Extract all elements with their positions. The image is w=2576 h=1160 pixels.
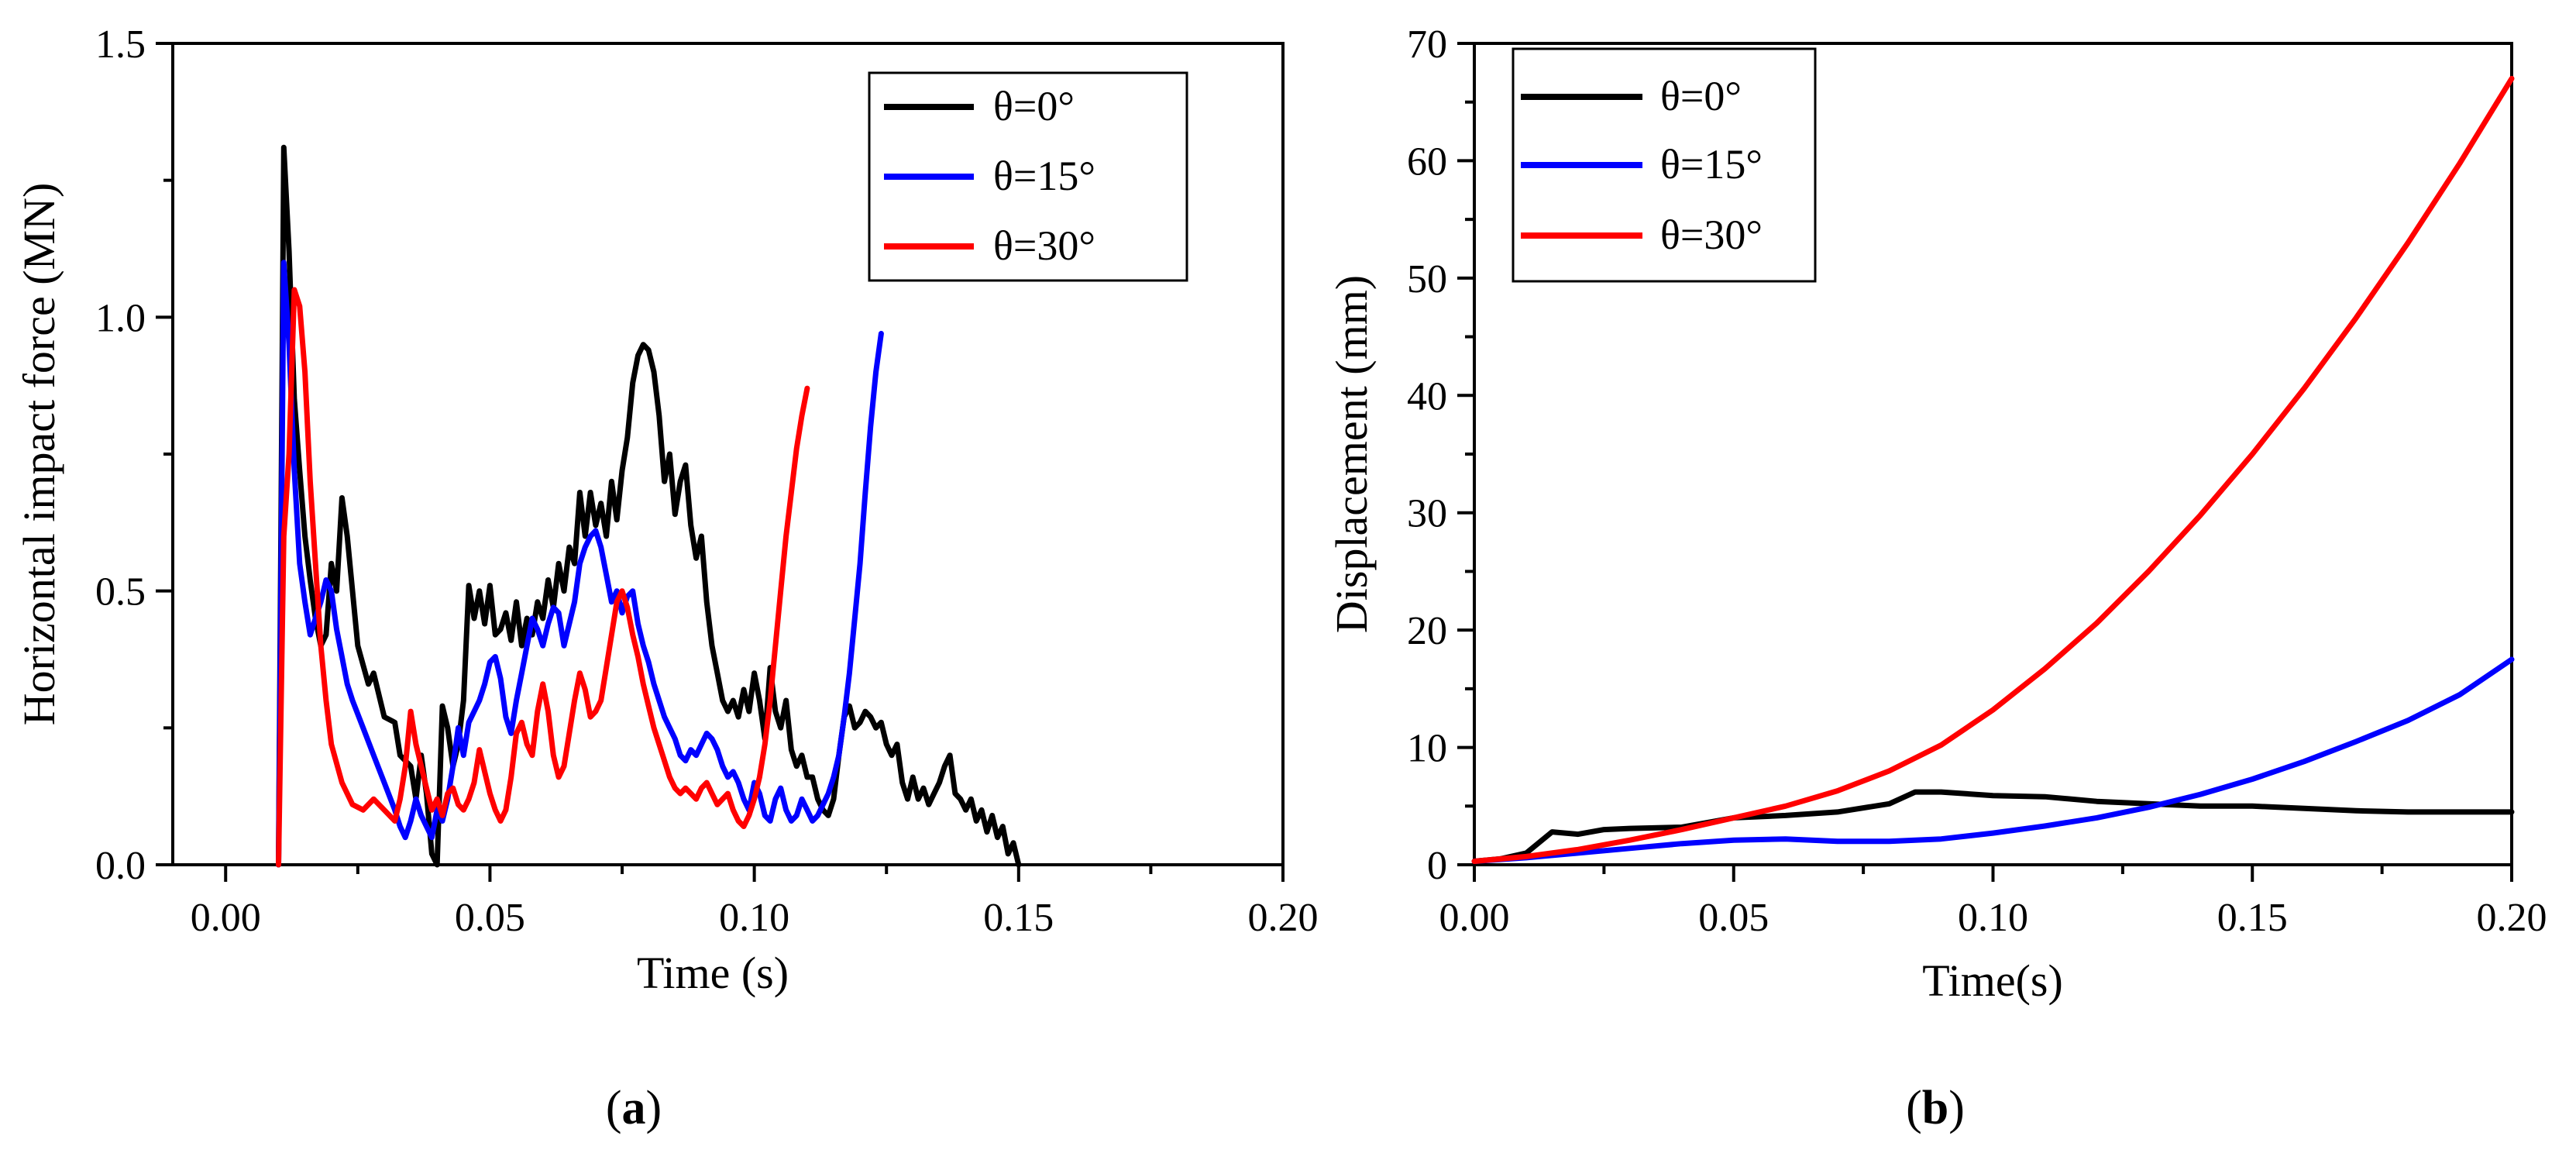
legend-a: θ=0° θ=15° θ=30°: [868, 71, 1188, 282]
y-ticks-b: 0 10 20 30 40 50 60 70: [1407, 22, 1474, 888]
y-tick-label-b-0: 0: [1427, 844, 1447, 888]
y-tick-label-a-1: 0.5: [95, 570, 146, 614]
y-axis-title-b: Displacement (mm): [1326, 275, 1377, 633]
y-tick-label-a-0: 0.0: [95, 844, 146, 888]
series-line-b-0: [1471, 789, 2515, 864]
series-line-b-2: [1471, 75, 2515, 864]
y-tick-label-b-3: 30: [1407, 492, 1447, 536]
x-tick-label-b-1: 0.05: [1698, 896, 1769, 940]
series-group-a: [276, 144, 1022, 868]
series-line-a-2: [276, 287, 810, 868]
y-tick-label-b-6: 60: [1407, 139, 1447, 184]
x-tick-label-a-4: 0.20: [1248, 896, 1319, 940]
y-tick-label-b-2: 20: [1407, 609, 1447, 653]
y-tick-label-a-2: 1.0: [95, 296, 146, 340]
series-line-a-1: [276, 260, 884, 868]
y-ticks-a: 0.0 0.5 1.0 1.5: [95, 22, 173, 888]
x-tick-label-a-1: 0.05: [455, 896, 525, 940]
y-tick-label-b-1: 10: [1407, 727, 1447, 771]
x-ticks-b: 0.00 0.05 0.10 0.15 0.20: [1439, 865, 2547, 940]
legend-b: θ=0° θ=15° θ=30°: [1512, 47, 1817, 283]
y-axis-title-a: Horizontal impact force (MN): [14, 183, 64, 726]
series-group-b: [1471, 75, 2515, 864]
legend-label-b-2: θ=30°: [1660, 212, 1763, 258]
series-line-b-1: [1471, 656, 2515, 864]
y-tick-label-b-5: 50: [1407, 257, 1447, 301]
panel-caption-b: (b): [1906, 1082, 1965, 1134]
y-tick-label-a-3: 1.5: [95, 22, 146, 67]
x-tick-label-b-0: 0.00: [1439, 896, 1510, 940]
panel-a: 0.00 0.05 0.10 0.15 0.20 0.0 0.5 1.0 1.5 Time (…: [14, 22, 1319, 1134]
x-axis-title-b: Time(s): [1922, 955, 2063, 1006]
x-axis-title-a: Time (s): [637, 948, 789, 998]
panel-b: 0.00 0.05 0.10 0.15 0.20 0 10 20 30 40 50 60 70 Tim…: [1326, 22, 2547, 1134]
x-tick-label-b-2: 0.10: [1958, 896, 2028, 940]
legend-label-a-0: θ=0°: [993, 83, 1075, 129]
legend-label-b-1: θ=15°: [1660, 141, 1763, 188]
x-tick-label-b-3: 0.15: [2217, 896, 2288, 940]
panel-caption-a: (a): [606, 1082, 662, 1134]
y-tick-label-b-4: 40: [1407, 374, 1447, 418]
x-tick-label-b-4: 0.20: [2477, 896, 2547, 940]
legend-label-a-1: θ=15°: [993, 153, 1095, 199]
x-tick-label-a-2: 0.10: [719, 896, 789, 940]
x-tick-label-a-0: 0.00: [191, 896, 261, 940]
y-tick-label-b-7: 70: [1407, 22, 1447, 67]
legend-label-a-2: θ=30°: [993, 222, 1095, 269]
legend-label-b-0: θ=0°: [1660, 73, 1742, 119]
x-tick-label-a-3: 0.15: [983, 896, 1054, 940]
x-ticks-a: 0.00 0.05 0.10 0.15 0.20: [191, 865, 1319, 940]
